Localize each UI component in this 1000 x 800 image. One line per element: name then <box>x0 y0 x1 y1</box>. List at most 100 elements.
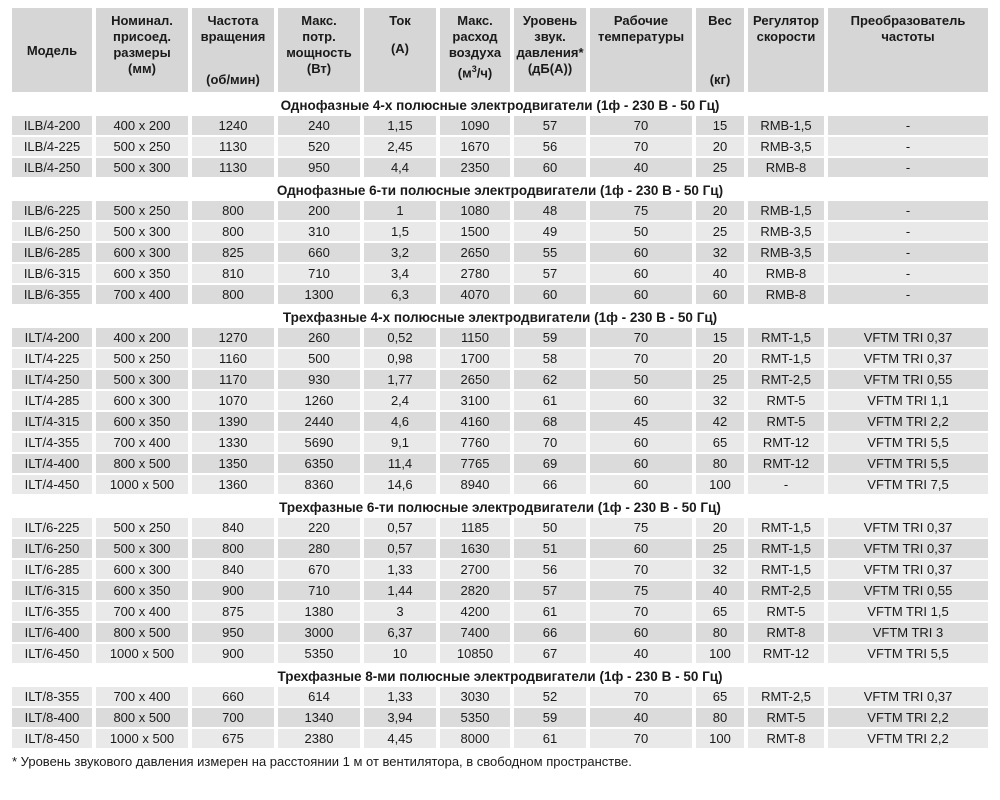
cell-speed: 900 <box>192 581 274 600</box>
cell-temperature: 60 <box>590 475 692 494</box>
table-row: ILB/6-315 600 x 350 810 710 3,4 2780 57 60 40 RMB… <box>12 264 988 283</box>
section-title-row: Однофазные 6-ти полюсные электродвигател… <box>12 179 988 199</box>
cell-current: 11,4 <box>364 454 436 473</box>
cell-model: ILT/4-315 <box>12 412 92 431</box>
cell-speed: 675 <box>192 729 274 748</box>
cell-sound: 69 <box>514 454 586 473</box>
cell-converter: VFTM TRI 1,1 <box>828 391 988 410</box>
cell-dimensions: 400 x 200 <box>96 116 188 135</box>
cell-airflow: 8000 <box>440 729 510 748</box>
header-cell-temperature: Рабочие температуры <box>590 8 692 92</box>
cell-sound: 59 <box>514 328 586 347</box>
header-label: присоед. <box>112 29 172 44</box>
cell-weight: 65 <box>696 687 744 706</box>
section-title-row: Трехфазные 6-ти полюсные электродвигател… <box>12 496 988 516</box>
cell-dimensions: 500 x 300 <box>96 539 188 558</box>
header-label: температуры <box>597 29 685 44</box>
cell-dimensions: 500 x 250 <box>96 518 188 537</box>
header-unit: (Вт) <box>306 61 332 76</box>
cell-converter: - <box>828 158 988 177</box>
cell-sound: 60 <box>514 158 586 177</box>
section-title-row: Трехфазные 4-х полюсные электродвигатели… <box>12 306 988 326</box>
cell-weight: 20 <box>696 201 744 220</box>
cell-dimensions: 400 x 200 <box>96 328 188 347</box>
cell-power: 280 <box>278 539 360 558</box>
cell-dimensions: 700 x 400 <box>96 687 188 706</box>
table-row: ILT/4-400 800 x 500 1350 6350 11,4 7765 69 60 80… <box>12 454 988 473</box>
cell-temperature: 75 <box>590 581 692 600</box>
cell-current: 2,45 <box>364 137 436 156</box>
cell-converter: - <box>828 264 988 283</box>
cell-speed: 1330 <box>192 433 274 452</box>
cell-current: 0,52 <box>364 328 436 347</box>
cell-airflow: 4160 <box>440 412 510 431</box>
cell-sound: 61 <box>514 729 586 748</box>
cell-dimensions: 1000 x 500 <box>96 729 188 748</box>
cell-dimensions: 700 x 400 <box>96 602 188 621</box>
cell-speed: 1130 <box>192 158 274 177</box>
cell-speed: 1070 <box>192 391 274 410</box>
cell-regulator: RMB-3,5 <box>748 222 824 241</box>
cell-model: ILT/4-400 <box>12 454 92 473</box>
cell-temperature: 60 <box>590 243 692 262</box>
header-cell-sound: Уровень звук. давления* (дБ(А)) <box>514 8 586 92</box>
cell-speed: 1350 <box>192 454 274 473</box>
cell-power: 5350 <box>278 644 360 663</box>
cell-model: ILB/6-250 <box>12 222 92 241</box>
cell-model: ILB/6-355 <box>12 285 92 304</box>
cell-current: 1,33 <box>364 560 436 579</box>
cell-weight: 80 <box>696 708 744 727</box>
cell-sound: 60 <box>514 285 586 304</box>
table-row: ILT/4-285 600 x 300 1070 1260 2,4 3100 61 60 32 R… <box>12 391 988 410</box>
header-label: Преобразователь <box>850 13 966 28</box>
cell-weight: 32 <box>696 243 744 262</box>
cell-weight: 100 <box>696 475 744 494</box>
cell-regulator: RMB-3,5 <box>748 137 824 156</box>
header-label: расход <box>452 29 498 44</box>
section-title: Однофазные 4-х полюсные электродвигатели… <box>12 94 988 114</box>
cell-airflow: 2650 <box>440 243 510 262</box>
cell-current: 2,4 <box>364 391 436 410</box>
header-label: Регулятор <box>753 13 819 28</box>
cell-airflow: 5350 <box>440 708 510 727</box>
cell-speed: 1170 <box>192 370 274 389</box>
header-label: давления* <box>516 45 584 60</box>
cell-converter: - <box>828 243 988 262</box>
cell-converter: VFTM TRI 5,5 <box>828 454 988 473</box>
cell-power: 200 <box>278 201 360 220</box>
cell-temperature: 50 <box>590 370 692 389</box>
cell-speed: 1160 <box>192 349 274 368</box>
cell-weight: 65 <box>696 602 744 621</box>
cell-weight: 42 <box>696 412 744 431</box>
cell-converter: - <box>828 201 988 220</box>
cell-airflow: 2820 <box>440 581 510 600</box>
cell-speed: 1390 <box>192 412 274 431</box>
cell-airflow: 1700 <box>440 349 510 368</box>
cell-speed: 875 <box>192 602 274 621</box>
cell-power: 660 <box>278 243 360 262</box>
table-row: ILT/4-315 600 x 350 1390 2440 4,6 4160 68 45 42 R… <box>12 412 988 431</box>
cell-power: 520 <box>278 137 360 156</box>
cell-sound: 57 <box>514 581 586 600</box>
cell-temperature: 70 <box>590 328 692 347</box>
cell-sound: 61 <box>514 602 586 621</box>
cell-airflow: 7400 <box>440 623 510 642</box>
cell-temperature: 40 <box>590 158 692 177</box>
cell-converter: VFTM TRI 0,55 <box>828 370 988 389</box>
header-label: размеры <box>113 45 171 60</box>
cell-weight: 25 <box>696 370 744 389</box>
cell-speed: 825 <box>192 243 274 262</box>
cell-converter: VFTM TRI 0,37 <box>828 518 988 537</box>
cell-weight: 25 <box>696 158 744 177</box>
header-cell-dimensions: Номинал. присоед. размеры (мм) <box>96 8 188 92</box>
cell-dimensions: 800 x 500 <box>96 708 188 727</box>
cell-speed: 950 <box>192 623 274 642</box>
cell-power: 6350 <box>278 454 360 473</box>
cell-power: 1260 <box>278 391 360 410</box>
cell-dimensions: 1000 x 500 <box>96 644 188 663</box>
cell-model: ILT/6-225 <box>12 518 92 537</box>
cell-airflow: 3030 <box>440 687 510 706</box>
header-unit: (об/мин) <box>206 72 260 87</box>
cell-converter: - <box>828 116 988 135</box>
cell-current: 3 <box>364 602 436 621</box>
